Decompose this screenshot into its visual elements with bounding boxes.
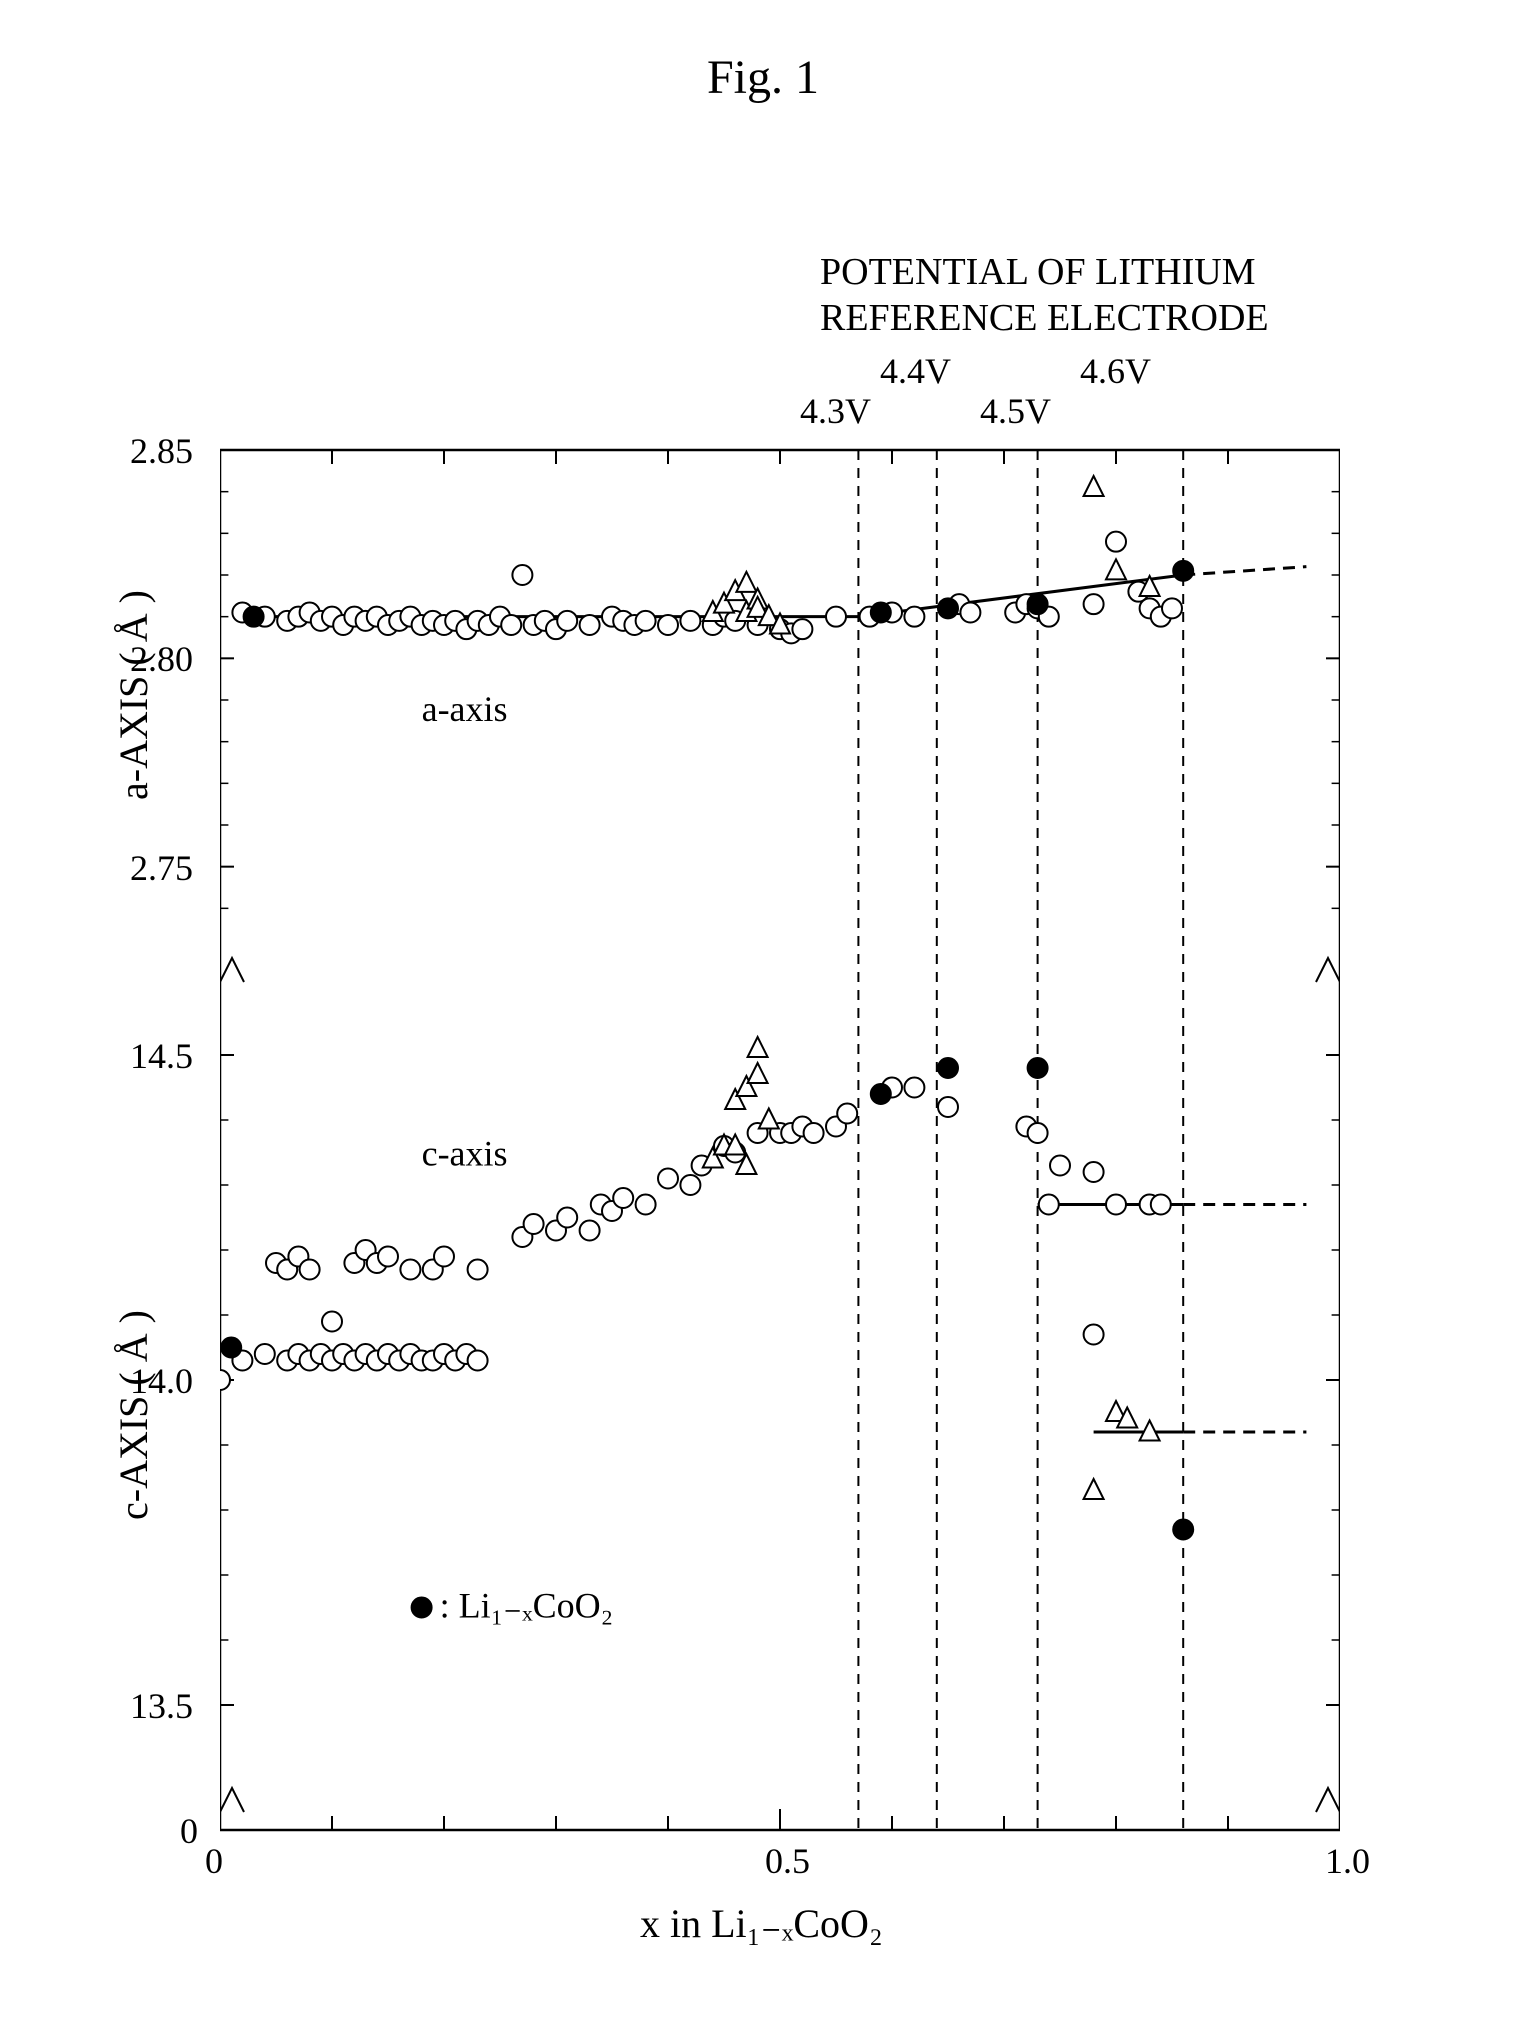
tick-label: 2.85: [130, 430, 193, 472]
potential-voltage-labels: 4.4V 4.6V 4.3V 4.5V: [0, 350, 1526, 430]
vlabel-4-4: 4.4V: [880, 350, 951, 392]
tick-label: 2.75: [130, 847, 193, 889]
tick-label: 14.5: [130, 1035, 193, 1077]
xlabel-text: x in Li₁₋ₓCoO₂: [640, 1901, 883, 1946]
svg-text:a-axis: a-axis: [422, 689, 508, 729]
vlabel-4-3: 4.3V: [800, 390, 871, 432]
vlabel-4-6: 4.6V: [1080, 350, 1151, 392]
plot-svg: a-axis c-axis : Li₁₋ₓCoO₂: [220, 430, 1340, 1850]
tick-label: 0.5: [765, 1840, 810, 1882]
plot-area: a-axis c-axis : Li₁₋ₓCoO₂: [220, 430, 1340, 1850]
tick-label: 13.5: [130, 1685, 193, 1727]
tick-label: 2.80: [130, 638, 193, 680]
xlabel: x in Li₁₋ₓCoO₂: [640, 1900, 883, 1947]
tick-label: 14.0: [130, 1360, 193, 1402]
svg-text:c-axis: c-axis: [422, 1134, 508, 1174]
vlabel-4-5: 4.5V: [980, 390, 1051, 432]
tick-label: 1.0: [1325, 1840, 1370, 1882]
potential-header: POTENTIAL OF LITHIUM REFERENCE ELECTRODE: [820, 250, 1269, 341]
ylabel-a-axis: a-AXIS ( Å ): [110, 590, 157, 800]
tick-label: 0: [180, 1810, 198, 1852]
figure-title: Fig. 1: [0, 50, 1526, 105]
ylabel-c-axis: c-AXIS ( Å ): [110, 1310, 157, 1520]
tick-label: 0: [205, 1840, 223, 1882]
svg-text:: Li₁₋ₓCoO₂: : Li₁₋ₓCoO₂: [440, 1586, 614, 1626]
